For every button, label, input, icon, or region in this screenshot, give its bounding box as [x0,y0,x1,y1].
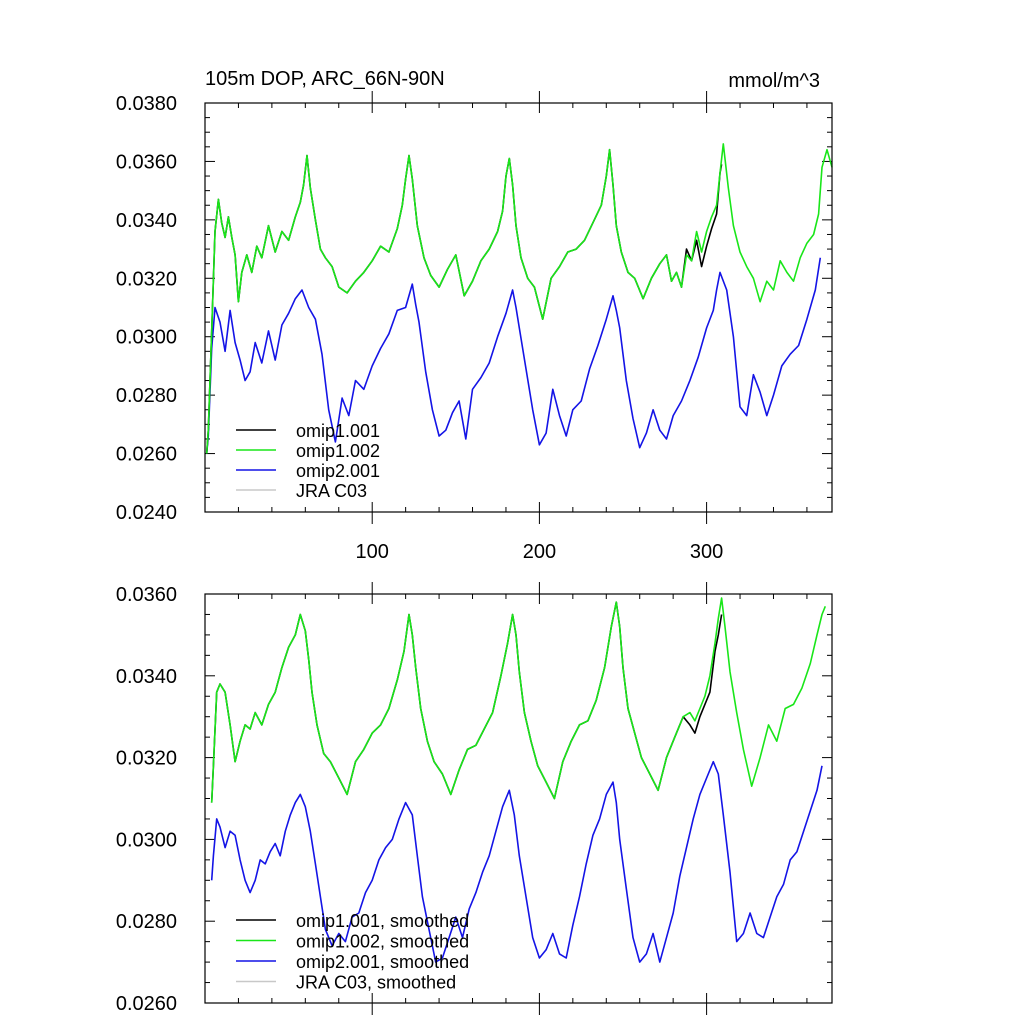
top-series-omip1_002 [205,143,833,454]
top-legend-label: omip1.002 [296,441,380,461]
top-y-tick-label: 0.0380 [116,93,177,115]
bottom-y-tick-label: 0.0280 [116,911,177,933]
top-legend-label: JRA C03 [296,481,367,501]
bottom-legend-label: omip2.001, smoothed [296,952,469,972]
top-series-omip1_001 [205,148,723,454]
top-ticks [205,91,832,524]
bottom-y-tick-label: 0.0360 [116,584,177,606]
top-series-omip2_001 [205,257,822,454]
top-tick-labels: 0.0240 0.0260 0.0280 0.0300 0.0320 0.0340 0.03… [116,93,723,563]
bottom-legend-label: omip1.001, smoothed [296,911,469,931]
bottom-plot-frame [204,593,833,1004]
top-x-tick-label: 300 [690,541,723,563]
bottom-tick-labels: 0.0260 0.0280 0.0300 0.0320 0.0340 0.0360 [116,584,177,1015]
bottom-y-tick-label: 0.0340 [116,666,177,688]
bottom-series-omip2_001 [210,760,823,963]
top-y-tick-label: 0.0320 [116,268,177,290]
top-y-tick-label: 0.0280 [116,385,177,407]
top-y-tick-label: 0.0300 [116,327,177,349]
bottom-legend-label: omip1.002, smoothed [296,932,469,952]
top-y-tick-label: 0.0240 [116,502,177,524]
bottom-series-omip1_001 [210,601,723,803]
bottom-series-lines [210,597,827,963]
top-series-lines [205,143,833,454]
bottom-series-omip1_002 [210,597,827,803]
top-title-left: 105m DOP, ARC_66N-90N [205,68,445,90]
top-y-tick-label: 0.0360 [116,151,177,173]
bottom-legend-label: JRA C03, smoothed [296,973,456,993]
top-x-tick-label: 100 [356,541,389,563]
top-title-right: mmol/m^3 [728,70,820,92]
bottom-y-tick-label: 0.0300 [116,829,177,851]
top-legend-label: omip1.001 [296,421,380,441]
bottom-ticks [205,582,832,1015]
top-panel: 105m DOP, ARC_66N-90N mmol/m^3 0.02400.0… [116,68,833,563]
top-y-tick-label: 0.0340 [116,210,177,232]
top-x-tick-label: 200 [523,541,556,563]
top-y-tick-label: 0.0260 [116,444,177,466]
bottom-y-tick-label: 0.0260 [116,993,177,1015]
top-legend-label: omip2.001 [296,461,380,481]
top-plot-frame [204,102,833,513]
bottom-y-tick-label: 0.0320 [116,748,177,770]
bottom-panel: 0.0260 0.0280 0.0300 0.0320 0.0340 0.0360 omi… [116,582,833,1015]
